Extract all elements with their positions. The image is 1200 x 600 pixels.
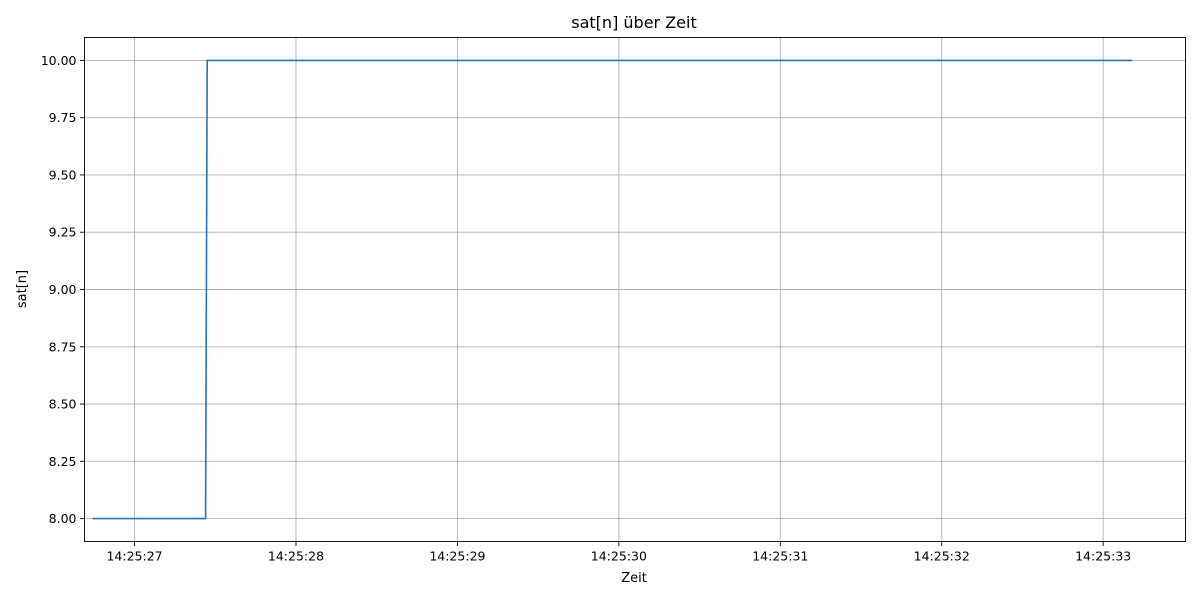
grid <box>84 37 1186 542</box>
y-tick-label: 9.00 <box>49 282 77 297</box>
series-layer <box>92 59 1133 520</box>
series-line-0 <box>92 59 1133 520</box>
x-tick-label: 14:25:32 <box>914 549 970 564</box>
x-axis-label: Zeit <box>621 571 647 586</box>
x-tick-label: 14:25:29 <box>429 549 485 564</box>
y-tick-label: 8.00 <box>49 511 77 526</box>
y-tick-label: 10.00 <box>41 53 77 68</box>
x-axis-ticks: 14:25:27 14:25:28 14:25:29 14:25:30 14:25:31… <box>106 541 1131 564</box>
y-tick-label: 8.25 <box>49 454 77 469</box>
y-tick-label: 8.75 <box>49 339 77 354</box>
y-axis-label: sat[n] <box>15 270 30 308</box>
x-tick-label: 14:25:27 <box>106 549 162 564</box>
x-tick-label: 14:25:30 <box>591 549 647 564</box>
y-tick-label: 8.50 <box>49 397 77 412</box>
y-axis-ticks: 8.00 8.25 8.50 8.75 9.00 9.25 9.50 9.75 10.00 <box>41 53 85 526</box>
y-tick-label: 9.75 <box>49 110 77 125</box>
x-tick-label: 14:25:33 <box>1075 549 1131 564</box>
x-tick-label: 14:25:31 <box>752 549 808 564</box>
y-tick-label: 9.25 <box>49 225 77 240</box>
x-tick-label: 14:25:28 <box>268 549 324 564</box>
y-tick-label: 9.50 <box>49 167 77 182</box>
chart-title: sat[n] über Zeit <box>571 13 696 32</box>
